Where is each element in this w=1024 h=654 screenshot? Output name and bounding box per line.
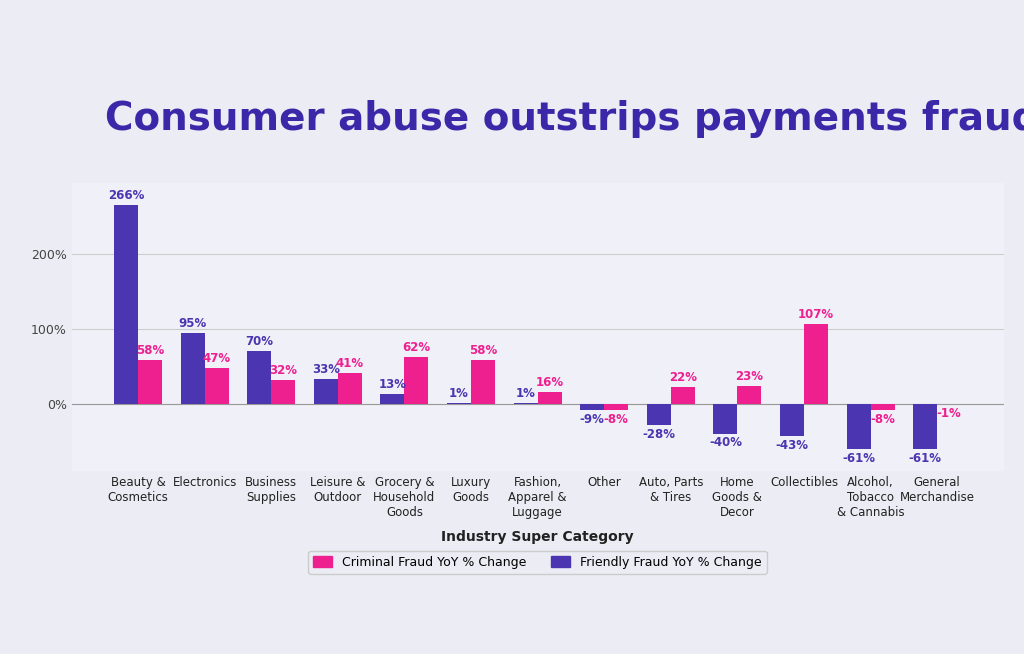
Text: 23%: 23% [735,370,763,383]
Bar [604,404,628,409]
Bar [737,387,762,404]
Text: -40%: -40% [709,436,742,449]
Bar [338,373,361,404]
Bar [313,379,338,404]
Text: 1%: 1% [450,387,469,400]
Text: -1%: -1% [937,407,962,421]
Text: -9%: -9% [580,413,604,426]
Text: 62%: 62% [402,341,430,354]
Bar [271,380,295,404]
Bar [647,404,671,424]
Bar [447,403,471,404]
Bar [471,360,495,404]
Text: -61%: -61% [842,452,876,465]
Text: 58%: 58% [136,344,164,357]
Text: 22%: 22% [669,371,696,384]
Text: 95%: 95% [178,317,207,330]
Text: 47%: 47% [203,353,230,366]
Text: -43%: -43% [775,439,809,452]
Text: 33%: 33% [312,363,340,376]
Bar [538,392,561,404]
Text: 13%: 13% [379,378,407,391]
Bar [180,333,205,404]
Text: 16%: 16% [536,375,563,388]
Bar [671,387,694,404]
Bar [714,404,737,434]
Text: 41%: 41% [336,357,364,370]
Bar [381,394,404,404]
Text: -8%: -8% [604,413,629,426]
Text: -28%: -28% [642,428,675,441]
Text: 266%: 266% [108,189,144,202]
Bar [870,404,895,409]
Bar [581,404,604,410]
Text: -8%: -8% [870,413,895,426]
Text: 107%: 107% [798,307,834,320]
Legend: Criminal Fraud YoY % Change, Friendly Fraud YoY % Change: Criminal Fraud YoY % Change, Friendly Fr… [308,551,767,574]
X-axis label: Industry Super Category: Industry Super Category [441,530,634,544]
Bar [514,403,538,404]
Bar [247,351,271,404]
Text: 70%: 70% [245,336,273,349]
Bar [114,205,138,404]
Bar [205,368,228,404]
Text: 1%: 1% [516,387,536,400]
Bar [847,404,870,449]
Bar [780,404,804,436]
Text: Consumer abuse outstrips payments fraud: Consumer abuse outstrips payments fraud [104,100,1024,138]
Bar [404,357,428,404]
Bar [913,404,937,449]
Text: 58%: 58% [469,344,497,357]
Bar [138,360,162,404]
Text: -61%: -61% [908,452,942,465]
Text: 32%: 32% [269,364,297,377]
Bar [804,324,828,404]
